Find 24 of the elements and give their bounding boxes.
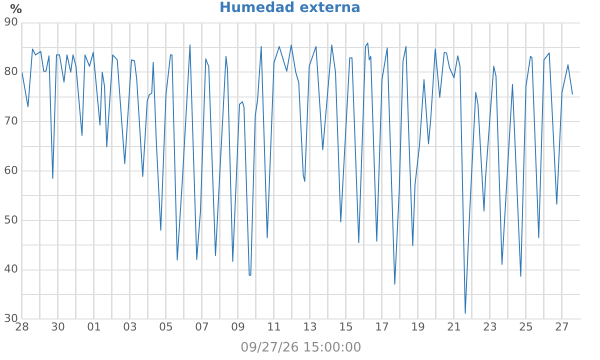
x-tick-label: 11 xyxy=(267,320,281,334)
x-tick-label: 03 xyxy=(123,320,137,334)
x-tick-label: 09 xyxy=(231,320,245,334)
y-tick-label: 90 xyxy=(4,16,18,29)
x-tick-label: 19 xyxy=(411,320,425,334)
x-tick-label: 13 xyxy=(303,320,317,334)
y-tick-label: 80 xyxy=(4,65,18,78)
x-tick-label: 05 xyxy=(159,320,173,334)
x-axis-title: 09/27/26 15:00:00 xyxy=(240,340,362,356)
y-tick-label: 70 xyxy=(4,114,18,128)
x-tick-label: 25 xyxy=(519,320,533,334)
x-tick-label: 01 xyxy=(86,320,101,334)
x-tick-label: 27 xyxy=(555,320,569,334)
x-tick-label: 07 xyxy=(195,320,209,334)
x-tick-label: 23 xyxy=(483,320,497,334)
x-tick-label: 21 xyxy=(447,320,461,334)
y-axis-title: % xyxy=(10,2,22,16)
y-tick-label: 50 xyxy=(4,213,18,226)
chart-title: Humedad externa xyxy=(219,0,361,16)
x-tick-label: 30 xyxy=(50,320,65,334)
y-tick-label: 40 xyxy=(4,262,18,276)
x-tick-label: 15 xyxy=(339,320,353,334)
y-tick-label: 60 xyxy=(4,164,18,177)
x-tick-label: 17 xyxy=(375,320,389,334)
